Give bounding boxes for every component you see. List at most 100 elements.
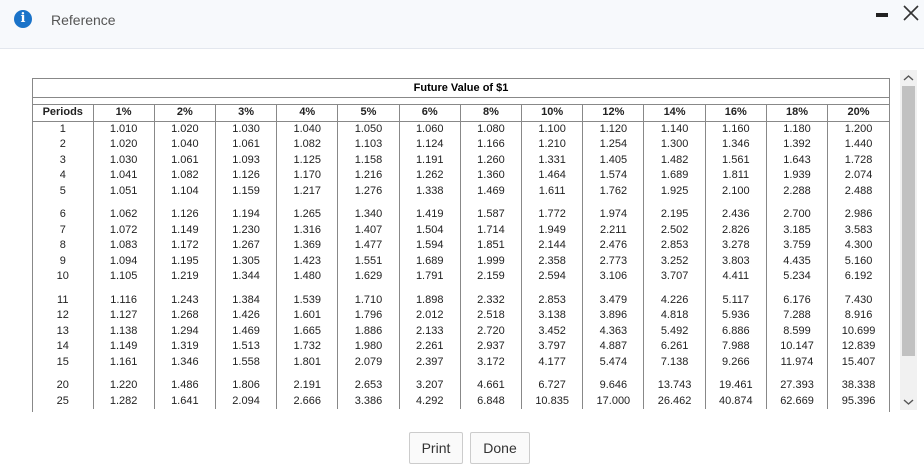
value-cell: 13.743 — [643, 370, 706, 394]
value-cell: 1.041 — [92, 168, 155, 184]
value-cell: 1.811 — [704, 168, 767, 184]
scroll-thumb[interactable] — [902, 86, 915, 356]
column-header: 10% — [521, 104, 583, 122]
value-cell: 1.974 — [582, 199, 644, 223]
value-cell: 27.393 — [765, 370, 828, 394]
table-row: 6 1.062 1.126 1.194 1.265 1.340 1.419 1.587 1.77… — [33, 199, 889, 223]
value-cell: 4.363 — [582, 323, 644, 339]
value-cell: 1.407 — [337, 222, 400, 238]
value-cell: 1.195 — [153, 253, 216, 269]
value-cell: 4.818 — [643, 308, 706, 324]
value-cell: 2.436 — [704, 199, 767, 223]
value-cell: 1.806 — [214, 370, 277, 394]
header-row: Periods 1% 2% 3% 4% 5% 6% 8% 10% 12% 14% 16% 18% 20% — [33, 104, 889, 122]
done-button[interactable]: Done — [470, 432, 530, 464]
column-header: Periods — [33, 104, 93, 122]
value-cell: 2.159 — [459, 269, 522, 285]
value-cell: 1.127 — [92, 308, 155, 324]
info-icon: i — [14, 10, 32, 28]
scroll-down[interactable] — [903, 398, 914, 406]
value-cell: 1.346 — [153, 354, 216, 370]
value-cell: 10.835 — [521, 393, 583, 409]
value-cell: 2.074 — [827, 168, 889, 184]
value-cell: 1.254 — [582, 137, 644, 153]
value-cell: 1.689 — [643, 168, 706, 184]
value-cell: 26.462 — [643, 393, 706, 409]
value-cell: 3.252 — [643, 253, 706, 269]
value-cell: 5.474 — [582, 354, 644, 370]
value-cell: 1.477 — [337, 238, 400, 254]
value-cell: 2.191 — [276, 370, 338, 394]
value-cell: 1.643 — [765, 152, 828, 168]
value-cell: 7.138 — [643, 354, 706, 370]
value-cell: 15.407 — [827, 354, 889, 370]
value-cell: 2.488 — [827, 183, 889, 199]
value-cell: 1.268 — [153, 308, 216, 324]
value-cell: 1.105 — [92, 269, 155, 285]
value-cell: 1.103 — [337, 137, 400, 153]
value-cell: 1.267 — [214, 238, 277, 254]
period-cell: 15 — [56, 355, 69, 368]
value-cell: 2.144 — [521, 238, 583, 254]
value-cell: 1.061 — [214, 137, 277, 153]
value-cell: 7.430 — [827, 284, 889, 308]
value-cell: 1.665 — [276, 323, 338, 339]
value-cell: 1.194 — [214, 199, 277, 223]
value-cell: 1.689 — [398, 253, 461, 269]
value-cell: 1.762 — [582, 183, 644, 199]
column-header: 14% — [643, 104, 706, 122]
value-cell: 1.469 — [214, 323, 277, 339]
dialog-title: Reference — [51, 12, 116, 28]
period-cell: 10 — [56, 270, 69, 282]
value-cell: 1.305 — [214, 253, 277, 269]
value-cell: 5.936 — [704, 308, 767, 324]
value-cell: 2.773 — [582, 253, 644, 269]
value-cell: 9.646 — [582, 370, 644, 394]
value-cell: 7.988 — [704, 339, 767, 355]
value-cell: 3.452 — [521, 323, 583, 339]
value-cell: 1.551 — [337, 253, 400, 269]
value-cell: 1.851 — [459, 238, 522, 254]
value-cell: 3.797 — [521, 339, 583, 355]
value-cell: 1.340 — [337, 199, 400, 223]
value-cell: 1.060 — [398, 121, 461, 137]
value-cell: 6.176 — [765, 284, 828, 308]
value-cell: 1.061 — [153, 152, 216, 168]
value-cell: 5.160 — [827, 253, 889, 269]
period-cell: 25 — [56, 394, 69, 407]
value-cell: 1.230 — [214, 222, 277, 238]
value-cell: 1.469 — [459, 183, 522, 199]
value-cell: 3.106 — [582, 269, 644, 285]
value-cell: 1.539 — [276, 284, 338, 308]
value-cell: 8.599 — [765, 323, 828, 339]
value-cell: 3.138 — [521, 308, 583, 324]
value-cell: 1.219 — [153, 269, 216, 285]
period-cell: 9 — [59, 254, 66, 267]
value-cell: 4.435 — [765, 253, 828, 269]
value-cell: 1.369 — [276, 238, 338, 254]
value-cell: 1.161 — [92, 354, 155, 370]
table-row: 15 1.161 1.346 1.558 1.801 2.079 2.397 3.172 4.1… — [33, 354, 889, 370]
period-cell: 3 — [59, 153, 66, 166]
value-cell: 9.266 — [704, 354, 767, 370]
value-cell: 2.986 — [827, 199, 889, 223]
value-cell: 1.300 — [643, 137, 706, 153]
value-cell: 3.803 — [704, 253, 767, 269]
value-cell: 1.124 — [398, 137, 461, 153]
value-cell: 1.282 — [92, 393, 155, 409]
table-row: 12 1.127 1.268 1.426 1.601 1.796 2.012 2.518 3.1… — [33, 308, 889, 324]
close-button[interactable] — [902, 4, 920, 22]
value-cell: 1.801 — [276, 354, 338, 370]
value-cell: 3.583 — [827, 222, 889, 238]
minimize-button[interactable] — [876, 13, 888, 17]
value-cell: 6.848 — [459, 393, 522, 409]
value-cell: 1.050 — [337, 121, 400, 137]
scroll-up[interactable] — [903, 74, 914, 82]
period-cell: 2 — [59, 138, 66, 150]
value-cell: 6.192 — [827, 269, 889, 285]
value-cell: 1.316 — [276, 222, 338, 238]
table-title: Future Value of $1 — [33, 79, 889, 98]
value-cell: 1.294 — [153, 323, 216, 339]
value-cell: 1.611 — [521, 183, 583, 199]
print-button[interactable]: Print — [409, 432, 463, 464]
